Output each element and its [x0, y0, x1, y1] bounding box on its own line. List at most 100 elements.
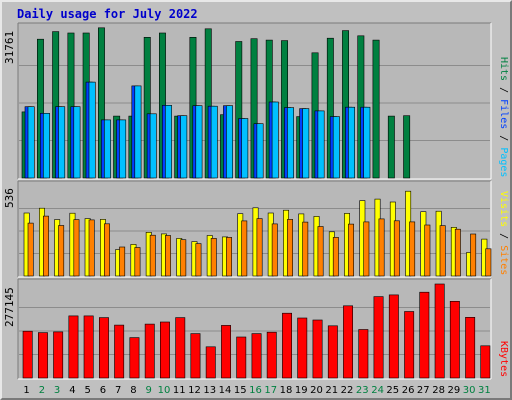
bar-sites [88, 219, 95, 277]
bar-pages [363, 106, 371, 179]
x-tick-label: 23 [356, 385, 369, 396]
bar-kbytes [37, 332, 48, 379]
bar-pages [165, 105, 172, 179]
bar-sites [195, 243, 202, 277]
bar-sites [332, 237, 339, 277]
bar-pages [27, 106, 35, 179]
x-tick-label: 1 [23, 385, 29, 396]
bar-kbytes [160, 321, 170, 379]
bar-pages [195, 105, 203, 179]
x-tick-label: 14 [219, 385, 232, 396]
x-tick-label: 19 [295, 385, 308, 396]
x-tick-label: 10 [158, 385, 171, 396]
bar-sites [134, 247, 141, 277]
x-tick-label: 26 [402, 385, 415, 396]
x-tick-label: 7 [115, 385, 121, 396]
series-legend-traffic: KBytes [498, 341, 509, 378]
bar-pages [210, 105, 218, 179]
bar-kbytes [297, 317, 308, 379]
x-tick-label: 8 [130, 385, 136, 396]
x-tick-label: 2 [39, 385, 45, 396]
chart-title: Daily usage for July 2022 [17, 7, 198, 21]
bar-kbytes [99, 317, 109, 379]
bar-sites [409, 221, 416, 277]
bar-sites [58, 225, 65, 277]
bar-kbytes [144, 323, 155, 379]
bar-kbytes [236, 336, 247, 379]
bar-pages [42, 113, 50, 179]
bar-sites [485, 248, 492, 277]
bar-sites [180, 239, 187, 277]
bar-kbytes [419, 291, 430, 379]
bar-sites [363, 221, 370, 277]
bar-kbytes [190, 333, 201, 379]
bar-kbytes [114, 324, 125, 379]
bar-kbytes [327, 325, 338, 379]
x-tick-label: 28 [432, 385, 445, 396]
bar-pages [134, 85, 142, 179]
bar-kbytes [221, 325, 231, 379]
bar-kbytes [129, 337, 140, 379]
bar-sites [454, 228, 461, 277]
bar-kbytes [312, 319, 323, 379]
bar-sites [42, 215, 49, 277]
bar-sites [210, 238, 217, 277]
x-tick-label: 20 [310, 385, 323, 396]
bar-kbytes [343, 305, 353, 379]
bar-sites [271, 223, 278, 277]
chart-panels: 1 2 3 4 5 6 7 8 9 10 11 12 13 14 15 16 17 18 19 20 21 22 23 24 2… [17, 22, 492, 396]
bar-kbytes [373, 296, 384, 379]
bar-pages [302, 108, 310, 179]
bar-pages [271, 101, 279, 179]
x-tick-label: 30 [463, 385, 476, 396]
bar-kbytes [53, 331, 64, 379]
y-max-label-requests: 31761 [3, 30, 16, 64]
bar-kbytes [388, 294, 399, 379]
x-tick-label: 11 [173, 385, 186, 396]
bar-kbytes [480, 345, 491, 379]
bar-sites [317, 226, 324, 277]
x-tick-label: 29 [448, 385, 461, 396]
bar-kbytes [266, 331, 277, 379]
y-max-label-visitors: 536 [3, 188, 16, 208]
bar-sites [302, 221, 309, 277]
bar-sites [73, 219, 80, 277]
bar-kbytes [205, 346, 216, 379]
bar-kbytes [251, 333, 262, 379]
x-tick-label: 17 [264, 385, 277, 396]
bar-pages [58, 106, 66, 179]
bar-sites [149, 234, 156, 277]
bar-sites [287, 219, 293, 277]
x-tick-label: 5 [85, 385, 91, 396]
bar-hits [387, 115, 395, 179]
bar-sites [241, 220, 248, 277]
bar-sites [27, 222, 34, 277]
bar-kbytes [175, 317, 186, 379]
x-tick-label: 18 [280, 385, 293, 396]
bar-pages [73, 106, 81, 179]
bar-pages [119, 119, 127, 179]
x-tick-label: 27 [417, 385, 430, 396]
bar-pages [241, 118, 249, 179]
bar-pages [256, 123, 264, 179]
bar-hits [403, 115, 411, 179]
x-tick-label: 6 [100, 385, 106, 396]
x-tick-label: 12 [188, 385, 201, 396]
bar-pages [332, 116, 340, 179]
bar-kbytes [404, 311, 415, 379]
bar-pages [226, 105, 233, 179]
bar-kbytes [358, 329, 369, 379]
x-tick-label: 13 [203, 385, 216, 396]
x-tick-label: 4 [69, 385, 75, 396]
series-legend-visitors: Visits / Sites [498, 191, 509, 276]
bar-kbytes [83, 315, 94, 379]
bar-sites [119, 246, 126, 277]
bar-sites [165, 235, 171, 277]
bar-kbytes [22, 330, 33, 379]
bar-sites [226, 237, 232, 277]
bar-hits [372, 39, 380, 179]
bar-sites [470, 233, 477, 277]
bar-sites [393, 220, 400, 277]
panel-visitors [17, 180, 492, 278]
